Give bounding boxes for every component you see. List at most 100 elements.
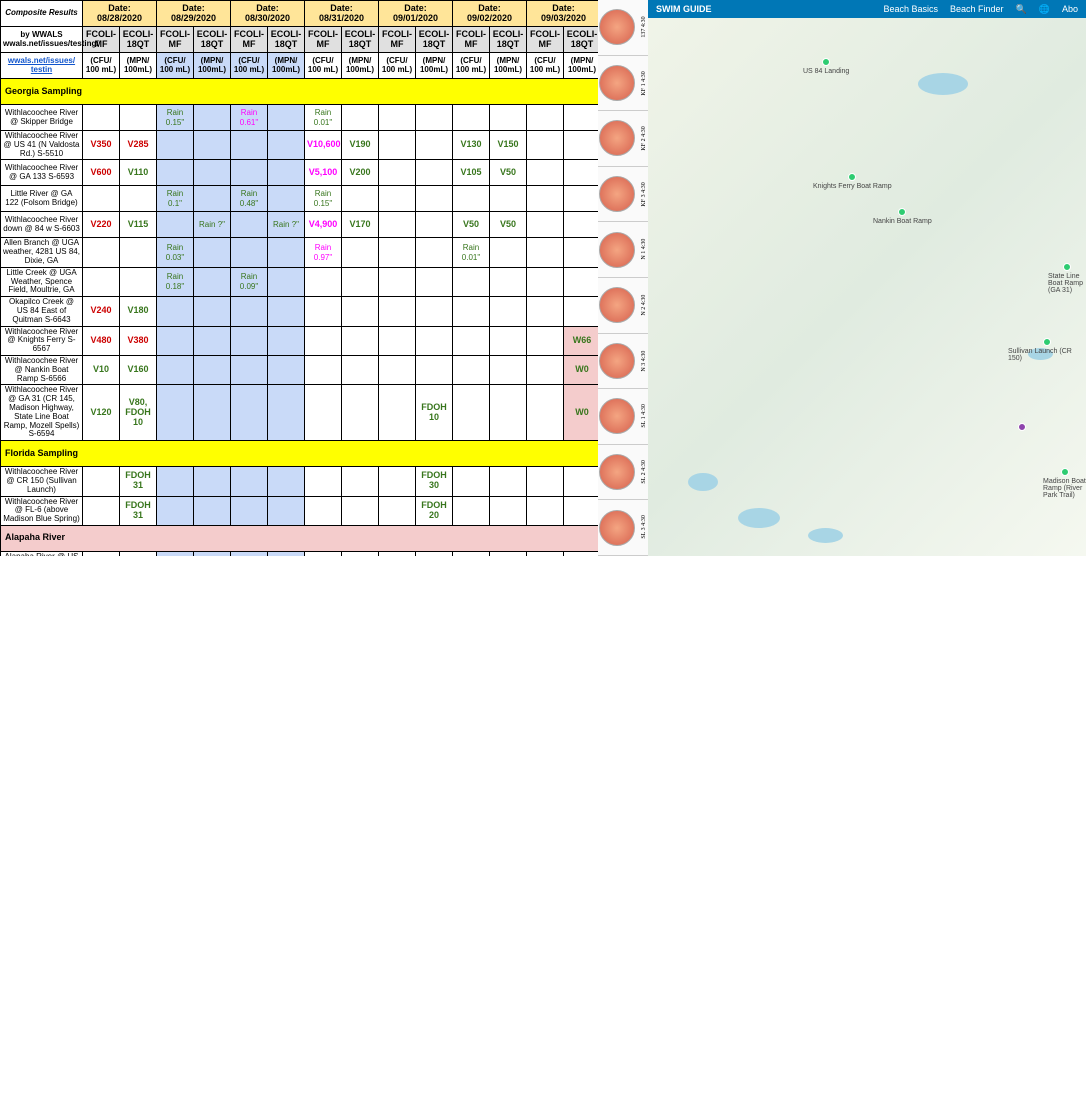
- data-cell: [416, 186, 453, 212]
- marker-pin-icon: [1043, 338, 1051, 346]
- table-row: Allen Branch @ UGA weather, 4281 US 84, …: [1, 238, 599, 267]
- data-cell: [194, 105, 231, 131]
- map-marker[interactable]: Madison Boat Ramp (River Park Trail): [1043, 468, 1086, 499]
- map-marker[interactable]: [1018, 423, 1026, 433]
- data-cell: Rain 0.55": [157, 551, 194, 556]
- map-marker[interactable]: US 84 Landing: [803, 58, 849, 75]
- data-cell: [194, 496, 231, 525]
- data-cell: [231, 326, 268, 355]
- data-cell: [305, 297, 342, 326]
- table-row: Withlacoochee River @ Skipper BridgeRain…: [1, 105, 599, 131]
- data-cell: [120, 551, 157, 556]
- source-link[interactable]: wwals.net/issues/ testin: [1, 53, 83, 79]
- nav-beach-basics[interactable]: Beach Basics: [883, 4, 938, 14]
- site-label: Withlacoochee River @ Nankin Boat Ramp S…: [1, 355, 83, 384]
- petri-sample: KF 2 4:30: [598, 111, 648, 167]
- site-label: Withlacoochee River @ GA 31 (CR 145, Mad…: [1, 385, 83, 441]
- data-cell: [268, 105, 305, 131]
- data-cell: Rain ?": [194, 212, 231, 238]
- marker-label: Madison Boat Ramp (River Park Trail): [1043, 478, 1086, 499]
- data-cell: V4,900: [305, 212, 342, 238]
- sample-label: N 3 4:30: [641, 335, 647, 388]
- data-cell: [453, 551, 490, 556]
- data-cell: V240: [83, 297, 120, 326]
- petri-sample: SL 3 4:30: [598, 500, 648, 556]
- data-cell: [157, 212, 194, 238]
- data-cell: [379, 186, 416, 212]
- data-cell: [342, 297, 379, 326]
- section-alapaha: Alapaha River: [1, 525, 599, 551]
- by-line: by WWALSwwals.net/issues/testing/: [1, 27, 83, 53]
- data-cell: [342, 326, 379, 355]
- data-cell: V285: [120, 131, 157, 160]
- petri-sample: KF 3 4:30: [598, 167, 648, 223]
- data-cell: [490, 326, 527, 355]
- composite-header: Composite Results: [1, 1, 83, 27]
- data-cell: [157, 467, 194, 496]
- sample-label: 137 4:30: [641, 1, 647, 54]
- data-cell: [342, 186, 379, 212]
- data-cell: V200: [342, 160, 379, 186]
- data-cell: [194, 355, 231, 384]
- table-row: Okapilco Creek @ US 84 East of Quitman S…: [1, 297, 599, 326]
- data-cell: FDOH 10: [416, 385, 453, 441]
- data-cell: [120, 105, 157, 131]
- petri-dish-icon: [599, 287, 635, 323]
- data-cell: [416, 267, 453, 296]
- swim-guide-logo[interactable]: SWIM GUIDE: [656, 4, 712, 14]
- date-header: Date: 09/01/2020: [379, 1, 453, 27]
- data-cell: [342, 105, 379, 131]
- data-cell: V150: [490, 131, 527, 160]
- table-row: Withlacoochee River @ FL-6 (above Madiso…: [1, 496, 599, 525]
- nav-beach-finder[interactable]: Beach Finder: [950, 4, 1004, 14]
- data-cell: [416, 355, 453, 384]
- data-cell: [305, 267, 342, 296]
- data-cell: [231, 297, 268, 326]
- map-marker[interactable]: Knights Ferry Boat Ramp: [813, 173, 892, 190]
- data-cell: [490, 467, 527, 496]
- data-cell: [564, 496, 599, 525]
- data-cell: [564, 267, 599, 296]
- petri-dish-icon: [599, 9, 635, 45]
- data-cell: [342, 238, 379, 267]
- site-label: Withlacoochee River down @ 84 w S-6603: [1, 212, 83, 238]
- data-cell: [379, 238, 416, 267]
- data-cell: [453, 496, 490, 525]
- map-marker[interactable]: Sullivan Launch (CR 150): [1008, 338, 1086, 362]
- data-cell: [379, 326, 416, 355]
- date-header: Date: 08/28/2020: [83, 1, 157, 27]
- petri-sample: N 3 4:30: [598, 334, 648, 390]
- data-cell: [453, 105, 490, 131]
- data-cell: [490, 105, 527, 131]
- map-marker[interactable]: State Line Boat Ramp (GA 31): [1048, 263, 1086, 294]
- search-icon[interactable]: 🔍: [1016, 4, 1027, 15]
- site-label: Little Creek @ UGA Weather, Spence Field…: [1, 267, 83, 296]
- data-cell: [527, 297, 564, 326]
- map-marker[interactable]: Nankin Boat Ramp: [873, 208, 932, 225]
- data-cell: FDOH 31: [120, 496, 157, 525]
- date-header: Date: 08/30/2020: [231, 1, 305, 27]
- site-label: Withlacoochee River @ GA 133 S-6593: [1, 160, 83, 186]
- section-florida: Florida Sampling: [1, 441, 599, 467]
- data-cell: [342, 267, 379, 296]
- data-cell: V80, FDOH 10: [120, 385, 157, 441]
- data-cell: V350: [83, 131, 120, 160]
- nav-about[interactable]: Abo: [1062, 4, 1078, 14]
- data-cell: [268, 467, 305, 496]
- data-cell: V115: [120, 212, 157, 238]
- globe-icon[interactable]: 🌐: [1039, 4, 1050, 15]
- data-cell: [231, 238, 268, 267]
- data-cell: [83, 238, 120, 267]
- data-cell: [490, 496, 527, 525]
- date-header: Date: 09/03/2020: [527, 1, 599, 27]
- petri-sample: KF 1 4:30: [598, 56, 648, 112]
- data-cell: [564, 160, 599, 186]
- petri-dish-icon: [599, 232, 635, 268]
- data-cell: [157, 297, 194, 326]
- data-cell: [564, 131, 599, 160]
- site-label: Withlacoochee River @ Skipper Bridge: [1, 105, 83, 131]
- map-canvas[interactable]: US 84 Landing Knights Ferry Boat Ramp Nank…: [648, 18, 1086, 556]
- section-georgia: Georgia Sampling: [1, 79, 599, 105]
- petri-dish-icon: [599, 343, 635, 379]
- petri-samples-panel: 137 4:30KF 1 4:30KF 2 4:30KF 3 4:30N 1 4…: [598, 0, 648, 556]
